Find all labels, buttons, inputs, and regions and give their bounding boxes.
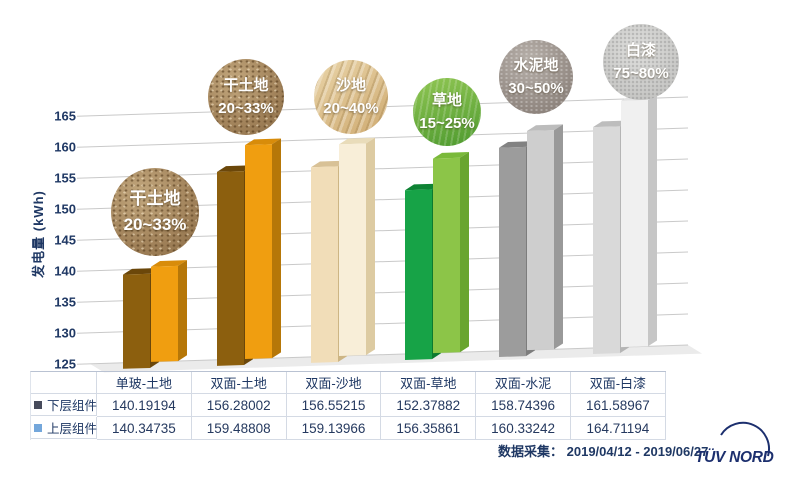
bar-front-face [621,100,648,348]
bar-top-face [151,260,187,267]
badge-percent: 20~33% [218,100,274,117]
bar-front-face [151,265,178,362]
bar-side-face [366,137,375,356]
table-cell: 164.71194 [570,417,666,440]
bar-front-face [311,166,338,363]
y-tick-label: 165 [54,109,76,124]
legend-item-upper-module: 上层组件 [31,417,97,439]
table-cell: 159.48808 [191,417,287,440]
column-header: 双面-沙地 [286,372,382,394]
bar-front-face [123,273,150,369]
column-header: 双面-白漆 [570,372,666,394]
column-header: 双面-土地 [191,372,287,394]
bar-front-face [245,144,272,359]
plot-3d-group [77,94,702,373]
table-cell: 140.19194 [97,394,192,417]
tuv-nord-logo: TÜV NORD [693,421,798,473]
data-table: 单玻-土地 双面-土地 双面-沙地 双面-草地 双面-水泥 双面-白漆 下层组件… [30,371,666,440]
badge-label: 沙地 [335,76,366,94]
annotation-badge-dry-soil-2: 干土地 20~33% [208,59,284,135]
legend-item-lower-module: 下层组件 [31,394,97,416]
y-tick-label: 130 [54,326,76,341]
y-tick-label: 160 [54,140,76,155]
bar-front-face [405,189,432,360]
logo-arc [720,421,770,457]
badge-label: 水泥地 [513,56,559,74]
bar-front-face [499,146,526,357]
column-header: 双面-草地 [381,372,477,394]
y-tick-label: 125 [54,357,76,372]
bar-top-face [123,267,159,275]
badge-percent: 75~80% [613,65,669,82]
bar-side-face [648,94,657,347]
bar-top-face [593,120,629,128]
bar-side-face [178,260,187,362]
bar-front-face [217,171,244,366]
bar-front-face [433,157,460,354]
bar-side-face [554,124,563,350]
bar-side-face [272,138,281,359]
logo-text: TÜV NORD [695,449,774,466]
caption-label: 数据采集： [498,444,564,459]
table-cell: 158.74396 [476,394,571,417]
table-cell: 159.13966 [286,417,382,440]
gridline [77,344,688,365]
table-corner-cell [31,372,97,394]
column-header: 双面-水泥 [476,372,571,394]
annotation-badge-sand: 沙地 20~40% [314,60,388,134]
bar-top-face [527,124,563,132]
legend-label: 上层组件 [47,422,98,436]
table-cell: 140.34735 [97,417,192,440]
bar-top-face [217,165,253,172]
bar-top-face [245,138,281,146]
badge-percent: 20~33% [123,215,187,234]
badge-percent: 30~50% [508,80,564,97]
annotation-badge-white-paint: 白漆 75~80% [603,24,679,100]
bar-front-face [527,130,554,351]
legend-marker-upper [34,423,42,432]
bar-top-face [311,160,347,168]
logo-graphic: TÜV NORD [695,421,774,466]
badge-percent: 20~40% [323,100,379,117]
bar-side-face [460,152,469,353]
bar-front-face [339,143,366,357]
gridline [77,127,688,148]
data-collection-caption: 数据采集： 2019/04/12 - 2019/06/27 [498,441,708,460]
annotation-badge-cement: 水泥地 30~50% [499,40,573,114]
legend-label: 下层组件 [47,399,98,413]
badge-label: 草地 [431,91,462,109]
chart-floor [90,345,702,373]
caption-dates: 2019/04/12 - 2019/06/27 [566,444,709,459]
badge-percent: 15~25% [419,115,475,132]
bar-top-face [433,152,469,159]
table-cell: 156.55215 [286,394,382,417]
table-cell: 161.58967 [570,394,666,417]
legend-marker-lower [34,400,42,409]
badge-label: 干土地 [223,76,269,94]
y-axis-title: 发电量 (kWh) [31,190,46,278]
annotation-badge-dry-soil-1: 干土地 20~33% [111,168,199,256]
y-tick-label: 150 [54,202,76,217]
column-header: 单玻-土地 [97,372,192,394]
y-tick-label: 155 [54,171,76,186]
bar-top-face [499,141,535,148]
table-cell: 152.37882 [381,394,477,417]
y-tick-label: 135 [54,295,76,310]
table-cell: 156.28002 [191,394,287,417]
bar-top-face [339,137,375,145]
y-tick-label: 140 [54,264,76,279]
y-tick-label: 145 [54,233,76,248]
bar-top-face [405,183,441,191]
badge-label: 干土地 [129,188,181,208]
table-cell: 156.35861 [381,417,477,440]
bar-front-face [593,126,620,355]
badge-label: 白漆 [625,41,656,59]
table-cell: 160.33242 [476,417,571,440]
annotation-badge-grass: 草地 15~25% [413,78,481,146]
